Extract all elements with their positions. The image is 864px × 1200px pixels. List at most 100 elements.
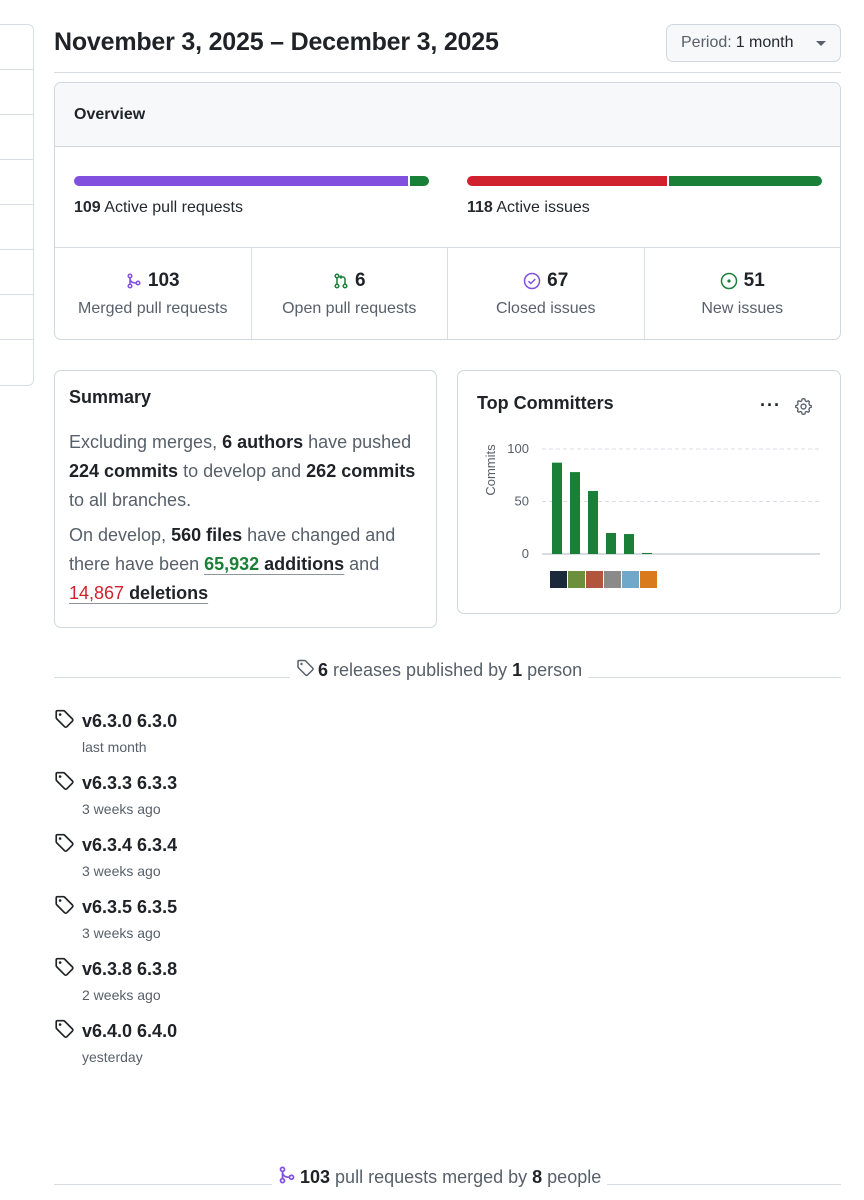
tag-icon [54, 895, 74, 920]
sidebar-item[interactable] [0, 115, 33, 160]
period-dropdown[interactable]: Period: 1 month [666, 24, 841, 62]
period-value: 1 month [735, 34, 794, 51]
commits-all-branches: 262 commits [306, 461, 416, 481]
active-issues-count: 118 [467, 199, 493, 216]
top-committers-card: Top Committers ··· Commits 100 50 0 [457, 370, 841, 614]
sidebar-item[interactable] [0, 250, 33, 295]
release-name[interactable]: v6.3.0 6.3.0 [82, 711, 178, 731]
chart-bar[interactable] [642, 552, 652, 554]
sidebar-nav [0, 24, 34, 386]
releases-summary: 6 releases published by 1 person [290, 659, 589, 682]
text: people [542, 1167, 602, 1187]
release-item: v6.3.5 6.3.5 3 weeks ago [54, 895, 177, 941]
divider [54, 72, 841, 73]
chart-bar[interactable] [570, 472, 580, 554]
text: person [522, 660, 583, 680]
kebab-horizontal-icon[interactable]: ··· [760, 395, 781, 415]
release-name[interactable]: v6.3.3 6.3.3 [82, 773, 178, 793]
period-label: Period: [681, 34, 732, 51]
active-pull-requests-label[interactable]: 109 Active pull requests [74, 199, 243, 217]
avatar[interactable] [568, 571, 585, 588]
release-name[interactable]: v6.4.0 6.4.0 [82, 1021, 178, 1041]
avatar[interactable] [622, 571, 639, 588]
releases-count: 6 [318, 660, 329, 680]
people-count: 1 [512, 660, 523, 680]
release-name[interactable]: v6.3.5 6.3.5 [82, 897, 178, 917]
summary-title: Summary [69, 387, 152, 407]
avatar[interactable] [586, 571, 603, 588]
release-name[interactable]: v6.3.8 6.3.8 [82, 959, 178, 979]
tag-icon [54, 709, 74, 734]
git-pull-request-icon [333, 273, 349, 289]
chart-bar[interactable] [588, 491, 598, 554]
summary-commits-text: Excluding merges, 6 authors have pushed … [69, 428, 422, 515]
caret-down-icon [816, 41, 826, 46]
merged-segment [74, 176, 408, 186]
summary-card: Summary Excluding merges, 6 authors have… [54, 370, 437, 628]
new-segment [669, 176, 822, 186]
deletions-link[interactable]: 14,867 deletions [69, 583, 208, 603]
release-time: last month [82, 739, 147, 755]
page-title: November 3, 2025 – December 3, 2025 [54, 28, 499, 56]
tag-icon [54, 833, 74, 858]
git-merge-icon [126, 273, 142, 289]
overview-stats: 103 Merged pull requests 6 Open pull req… [55, 248, 841, 339]
stat-new-issues[interactable]: 51 New issues [645, 248, 841, 339]
sidebar-item[interactable] [0, 295, 33, 340]
stat-open-pull-requests[interactable]: 6 Open pull requests [252, 248, 448, 339]
issue-closed-icon [523, 272, 541, 290]
sidebar-item[interactable] [0, 25, 33, 70]
sidebar-item[interactable] [0, 340, 33, 385]
stat-label: Open pull requests [282, 300, 417, 317]
summary-changes-text: On develop, 560 files have changed and t… [69, 521, 422, 608]
issues-progress-bar [467, 176, 822, 186]
stat-closed-issues[interactable]: 67 Closed issues [448, 248, 645, 339]
y-axis-label: Commits [483, 444, 498, 496]
chart-bar[interactable] [624, 534, 634, 554]
release-time: yesterday [82, 1049, 143, 1065]
release-time: 3 weeks ago [82, 863, 161, 879]
sidebar-item[interactable] [0, 205, 33, 250]
pull-requests-progress-bar [74, 176, 429, 186]
merged-prs-summary: 103 pull requests merged by 8 people [272, 1166, 608, 1189]
people-count: 8 [532, 1167, 543, 1187]
stat-merged-pull-requests[interactable]: 103 Merged pull requests [55, 248, 252, 339]
text: On develop, [69, 525, 172, 545]
tag-icon [296, 659, 314, 682]
text: Excluding merges, [69, 432, 223, 452]
stat-label: New issues [701, 300, 784, 317]
stat-value: 6 [354, 270, 366, 291]
stat-label: Closed issues [495, 300, 596, 317]
additions-link[interactable]: 65,932 additions [204, 554, 344, 574]
text: have changed and there have been [69, 525, 396, 574]
release-name[interactable]: v6.3.4 6.3.4 [82, 835, 178, 855]
sidebar-item[interactable] [0, 160, 33, 205]
chart-bar[interactable] [552, 462, 562, 554]
stat-value: 67 [547, 270, 569, 291]
top-committers-title: Top Committers [477, 393, 614, 413]
additions-word: additions [259, 554, 345, 574]
open-segment [409, 176, 429, 186]
text: pull requests merged by [330, 1167, 533, 1187]
active-issues-text: Active issues [496, 199, 590, 216]
deletions-word: deletions [124, 583, 209, 603]
y-tick-label: 50 [515, 494, 529, 509]
text: and [344, 554, 380, 574]
release-item: v6.4.0 6.4.0 yesterday [54, 1019, 177, 1065]
merged-prs-count: 103 [300, 1167, 331, 1187]
active-issues-label[interactable]: 118 Active issues [467, 199, 590, 217]
chart-bar[interactable] [606, 533, 616, 554]
avatar[interactable] [640, 571, 657, 588]
commits-develop: 224 commits [69, 461, 179, 481]
release-item: v6.3.0 6.3.0 last month [54, 709, 177, 755]
additions-count: 65,932 [204, 554, 260, 574]
overview-title: Overview [55, 83, 840, 147]
release-time: 3 weeks ago [82, 925, 161, 941]
sidebar-item[interactable] [0, 70, 33, 115]
issue-opened-icon [720, 272, 738, 290]
avatar[interactable] [550, 571, 567, 588]
gear-icon[interactable] [794, 397, 813, 421]
tag-icon [54, 771, 74, 796]
overview-box: Overview 109 Active pull requests 118 Ac… [54, 82, 841, 340]
avatar[interactable] [604, 571, 621, 588]
